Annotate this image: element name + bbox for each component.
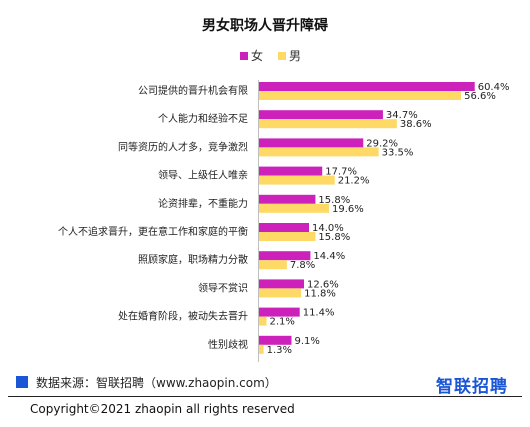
source-marker (16, 376, 28, 388)
bar-male (259, 147, 379, 157)
value-label-male: 19.6% (332, 204, 364, 215)
value-label-female: 29.2% (366, 138, 398, 149)
legend-label-male: 男 (289, 49, 301, 63)
bar-female (259, 110, 383, 120)
bar-male (259, 260, 287, 270)
bar-male (259, 119, 397, 129)
bar-female (259, 82, 475, 91)
value-label-female: 9.1% (295, 336, 320, 347)
footer-divider (8, 396, 522, 397)
value-label-female: 14.0% (312, 223, 344, 234)
bar-female (259, 223, 309, 232)
bar-male (259, 91, 462, 100)
value-label-male: 7.8% (290, 260, 315, 271)
bar-female (259, 251, 311, 261)
zhaopin-logo: 智联招聘 (436, 377, 508, 397)
category-label: 照顾家庭，职场精力分散 (138, 253, 248, 266)
value-label-male: 2.1% (270, 317, 295, 328)
category-label: 领导、上级任人唯亲 (158, 169, 248, 182)
bar-female (259, 166, 323, 176)
chart-title: 男女职场人晋升障碍 (202, 17, 328, 34)
legend-swatch-female (240, 52, 248, 60)
bar-male (259, 316, 267, 326)
bar-male (259, 175, 335, 185)
bar-female (259, 307, 300, 317)
category-label: 同等资历的人才多，竞争激烈 (118, 140, 248, 153)
value-label-male: 21.2% (338, 176, 370, 187)
category-label: 个人不追求晋升，更在意工作和家庭的平衡 (58, 225, 248, 238)
bar-female (259, 194, 316, 204)
bar-female (259, 279, 304, 289)
bar-male (259, 344, 264, 354)
copyright-text: Copyright©2021 zhaopin all rights reserv… (30, 402, 295, 416)
value-label-female: 12.6% (307, 279, 339, 290)
value-label-female: 34.7% (386, 110, 418, 121)
value-label-female: 15.8% (318, 195, 350, 206)
value-label-male: 56.6% (464, 91, 496, 102)
value-label-male: 1.3% (267, 345, 292, 356)
category-label: 性别歧视 (208, 338, 248, 351)
value-label-male: 11.8% (304, 288, 336, 299)
value-label-female: 14.4% (313, 251, 345, 262)
data-source: 数据来源：智联招聘（www.zhaopin.com） (36, 376, 277, 390)
plot-area: 公司提供的晋升机会有限 60.4%56.6% 个人能力和经验不足 34.7%38.6%… (58, 82, 509, 356)
bar-male (259, 232, 316, 241)
legend: 女男 (240, 48, 301, 63)
value-label-female: 60.4% (478, 82, 510, 93)
bar-female (259, 335, 292, 345)
value-label-male: 15.8% (318, 232, 350, 243)
category-label: 处在婚育阶段，被动失去晋升 (118, 310, 248, 323)
category-label: 公司提供的晋升机会有限 (138, 84, 248, 97)
value-label-female: 17.7% (325, 167, 357, 178)
bar-male (259, 203, 329, 213)
category-label: 论资排辈，不重能力 (158, 197, 248, 210)
category-label: 领导不赏识 (198, 281, 248, 294)
legend-label-female: 女 (251, 48, 263, 63)
chart: 男女职场人晋升障碍 女男 公司提供的晋升机会有限 60.4%56.6%个人能力和经… (58, 17, 509, 362)
bar-male (259, 288, 302, 298)
bar-female (259, 138, 364, 148)
value-label-female: 11.4% (303, 308, 335, 319)
legend-swatch-male (278, 52, 286, 60)
category-label: 个人能力和经验不足 (158, 112, 248, 125)
value-label-male: 38.6% (400, 119, 432, 130)
value-label-male: 33.5% (382, 147, 414, 158)
